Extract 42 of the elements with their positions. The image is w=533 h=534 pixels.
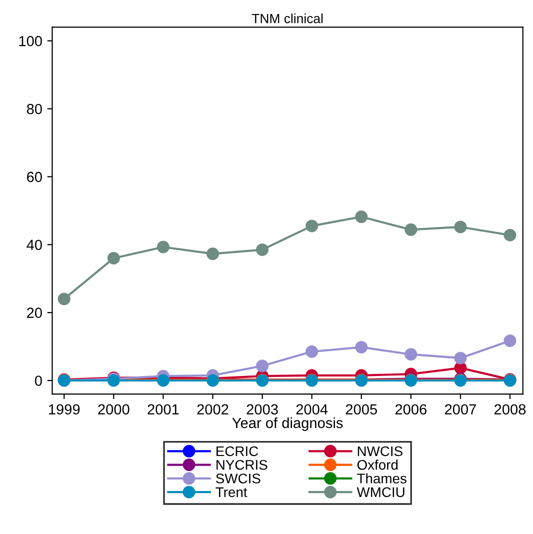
point (404, 348, 418, 361)
y-tick-label: 80 (26, 104, 42, 114)
legend-label: NYCRIS (216, 460, 268, 470)
point (306, 220, 318, 232)
point (454, 220, 467, 234)
x-axis-title: Year of diagnosis (232, 417, 343, 432)
x-tick-label: 2000 (98, 404, 130, 415)
x-tick-label: 2008 (494, 404, 526, 415)
legend-label: NWCIS (358, 446, 402, 456)
x-tick-label: 2002 (197, 404, 228, 415)
point (306, 345, 318, 358)
point (58, 292, 70, 306)
point (107, 252, 120, 264)
x-tick-label: 2003 (246, 404, 278, 415)
point (454, 352, 467, 364)
y-tick-label: 100 (19, 36, 42, 46)
point (404, 223, 418, 236)
x-tick-label: 2001 (148, 404, 179, 415)
point (355, 340, 368, 354)
legend-label: Thames (357, 473, 406, 484)
legend-label: Oxford (357, 460, 398, 470)
x-tick-label: 2007 (444, 404, 476, 415)
chart-title: TNM clinical (252, 14, 323, 24)
legend-label: ECRIC (216, 446, 258, 456)
point (504, 228, 516, 242)
point (355, 210, 368, 224)
point (504, 334, 516, 348)
legend-label: Trent (216, 487, 248, 498)
point (156, 240, 170, 254)
legend-label: SWCIS (216, 474, 260, 484)
point (256, 360, 269, 372)
point (206, 248, 219, 260)
y-tick-label: 20 (27, 308, 42, 318)
x-tick-label: 1999 (49, 404, 80, 415)
legend-label: WMCIU (356, 487, 404, 498)
point (256, 243, 269, 256)
x-tick-label: 2006 (395, 404, 426, 415)
y-tick-label: 60 (27, 172, 42, 182)
y-tick-label: 40 (26, 240, 42, 250)
x-tick-label: 2005 (346, 404, 377, 415)
y-tick-label: 0 (34, 376, 42, 386)
x-tick-label: 2004 (296, 404, 328, 415)
